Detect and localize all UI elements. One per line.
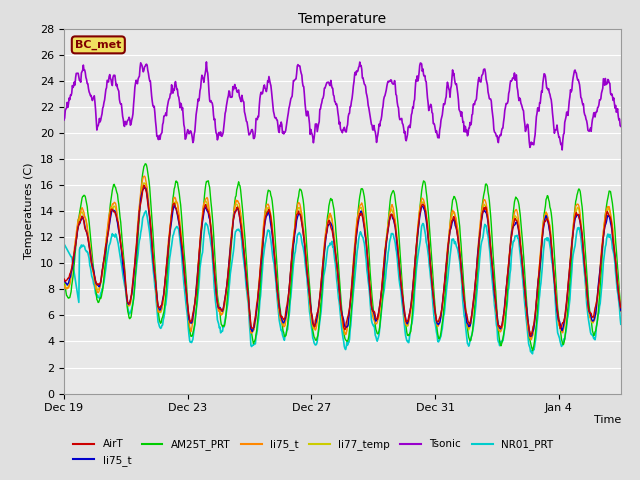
Text: Time: Time: [593, 416, 621, 425]
Title: Temperature: Temperature: [298, 12, 387, 26]
Text: BC_met: BC_met: [75, 40, 122, 50]
Y-axis label: Temperatures (C): Temperatures (C): [24, 163, 35, 260]
Legend: AirT, li75_t, AM25T_PRT, li75_t, li77_temp, Tsonic, NR01_PRT: AirT, li75_t, AM25T_PRT, li75_t, li77_te…: [69, 435, 557, 470]
